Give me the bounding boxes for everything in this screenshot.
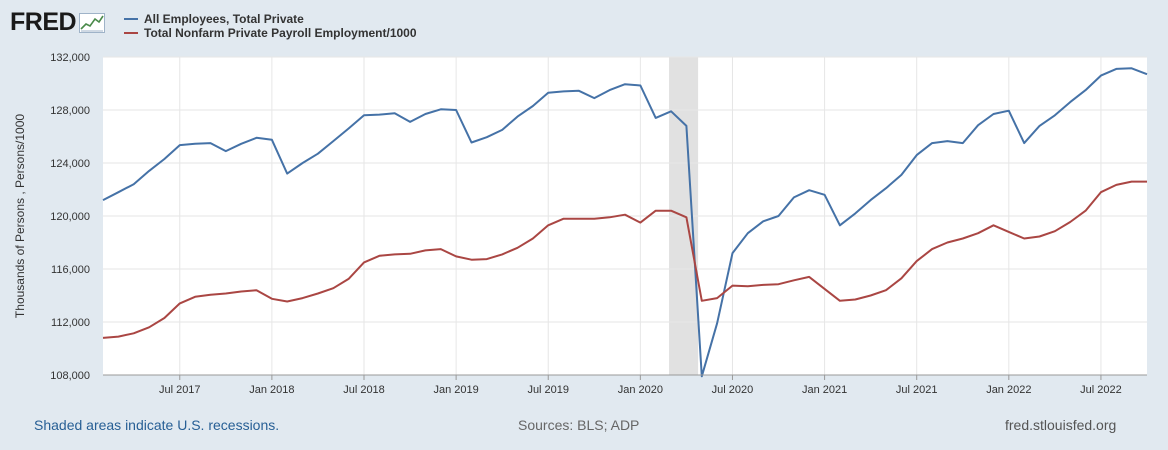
x-tick-label: Jul 2021	[896, 384, 938, 396]
chart-legend: All Employees, Total Private Total Nonfa…	[124, 12, 417, 40]
x-tick-label: Jan 2021	[802, 384, 847, 396]
sources-note: Sources: BLS; ADP	[518, 417, 640, 433]
x-tick-label: Jan 2019	[433, 384, 478, 396]
y-tick-label: 120,000	[50, 211, 90, 223]
x-tick-label: Jul 2020	[712, 384, 754, 396]
fred-logo[interactable]: FRED	[10, 8, 106, 37]
legend-entry-adp-payroll[interactable]: Total Nonfarm Private Payroll Employment…	[124, 26, 417, 40]
x-tick-label: Jan 2018	[249, 384, 294, 396]
legend-swatch-adp-payroll	[124, 32, 138, 34]
fred-logo-text: FRED	[10, 8, 77, 36]
series-line-adp-payroll[interactable]	[102, 180, 1147, 339]
series-line-total-private[interactable]	[102, 67, 1148, 378]
site-link[interactable]: fred.stlouisfed.org	[1005, 417, 1117, 433]
graph-trend-icon	[79, 12, 106, 33]
y-tick-label: 116,000	[51, 264, 90, 276]
x-tick-label: Jul 2022	[1080, 384, 1122, 396]
legend-entry-total-private[interactable]: All Employees, Total Private	[124, 12, 417, 26]
legend-swatch-total-private	[124, 18, 138, 20]
legend-label-total-private: All Employees, Total Private	[144, 12, 304, 26]
x-tick-label: Jul 2019	[527, 384, 569, 396]
y-tick-label: 108,000	[50, 370, 90, 382]
legend-label-adp-payroll: Total Nonfarm Private Payroll Employment…	[144, 26, 417, 40]
x-tick-label: Jul 2018	[343, 384, 385, 396]
recession-note: Shaded areas indicate U.S. recessions.	[34, 417, 280, 433]
y-axis-label: Thousands of Persons , Persons/1000	[13, 114, 27, 318]
y-tick-label: 128,000	[50, 105, 90, 117]
x-tick-label: Jan 2020	[618, 384, 663, 396]
y-tick-label: 112,000	[51, 317, 90, 329]
y-tick-label: 124,000	[50, 158, 90, 170]
x-tick-label: Jul 2017	[159, 384, 201, 396]
line-chart[interactable]: 108,000 112,000 116,000 120,000 124,000 128,0…	[0, 0, 1168, 410]
x-tick-label: Jan 2022	[986, 384, 1031, 396]
y-tick-label: 132,000	[50, 52, 90, 64]
